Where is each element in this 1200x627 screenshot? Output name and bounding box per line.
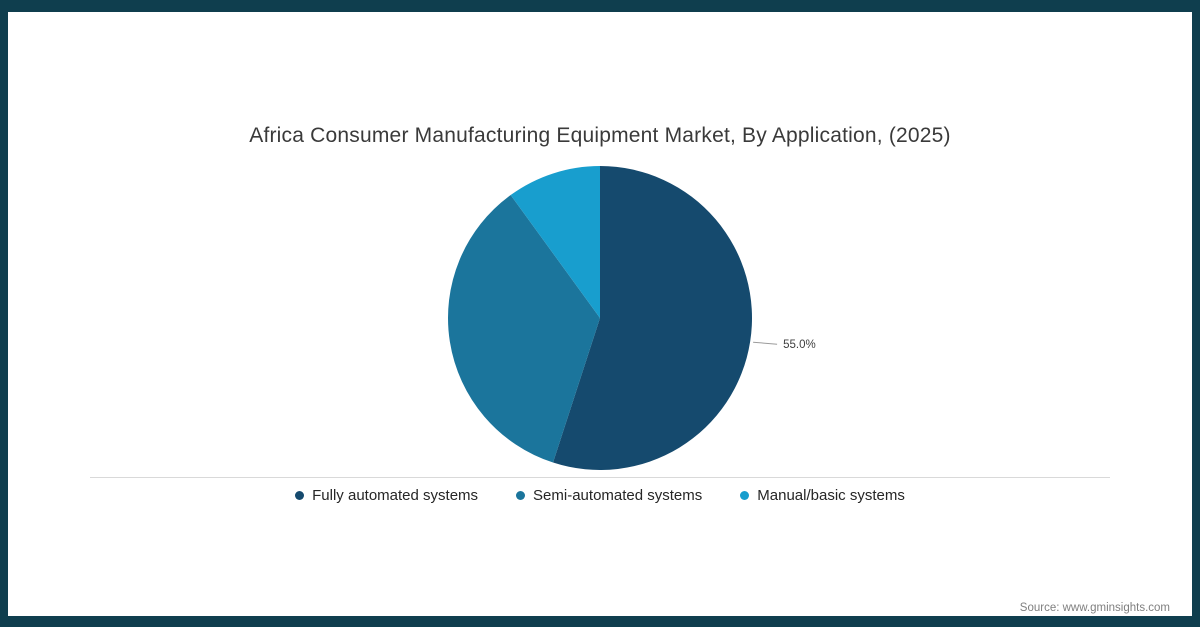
data-label-leader-line (753, 341, 778, 345)
legend-marker-dot (740, 490, 750, 500)
pie-slice-3 (510, 166, 600, 318)
separator-line (90, 477, 1110, 478)
legend-item-semi-automated: Semi-automated systems (516, 487, 702, 504)
source-attribution: Source: www.gminsights.com (1019, 602, 1170, 614)
chart-title: Africa Consumer Manufacturing Equipment … (249, 124, 951, 147)
pie-slice-2 (448, 195, 600, 463)
legend-item-fully-automated: Fully automated systems (295, 487, 478, 504)
legend-marker-dot (516, 490, 526, 500)
legend: Fully automated systems Semi-automated s… (8, 484, 1192, 506)
data-label: 55.0% (783, 339, 816, 351)
legend-marker-dot (295, 490, 305, 500)
legend-label: Manual/basic systems (757, 486, 905, 504)
legend-label: Semi-automated systems (533, 486, 703, 504)
pie-slice-1 (553, 166, 753, 470)
legend-item-manual-basic: Manual/basic systems (740, 487, 905, 504)
legend-label: Fully automated systems (312, 486, 479, 504)
pie-chart: 55.0% (448, 166, 816, 470)
